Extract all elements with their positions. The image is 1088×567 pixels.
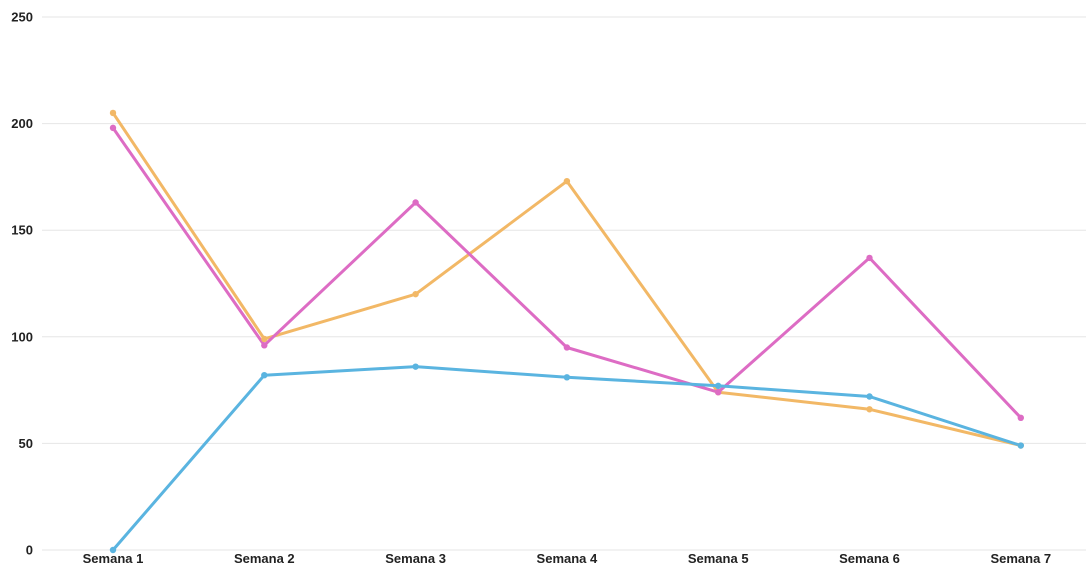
y-axis-tick-labels: 0 50 100 150 200 250 <box>11 10 33 558</box>
data-point <box>261 335 268 343</box>
data-point <box>261 342 268 349</box>
x-axis-tick-labels: Semana 1 Semana 2 Semana 3 Semana 4 Semana 5… <box>83 551 1052 566</box>
data-point <box>1017 414 1024 422</box>
data-point <box>109 546 117 554</box>
grid-lines <box>42 16 1086 551</box>
series-points <box>109 109 1024 554</box>
x-tick-label: Semana 5 <box>688 551 749 566</box>
data-point <box>715 382 722 390</box>
data-point <box>715 389 722 396</box>
y-tick-label: 250 <box>11 10 33 25</box>
data-point <box>866 406 873 413</box>
y-tick-label: 150 <box>11 223 33 238</box>
data-point <box>412 199 419 206</box>
x-tick-label: Semana 2 <box>234 551 295 566</box>
data-point <box>109 109 117 117</box>
x-tick-label: Semana 1 <box>83 551 144 566</box>
data-point <box>563 344 571 351</box>
series-line-1 <box>111 111 1023 447</box>
data-point <box>261 371 268 379</box>
y-tick-label: 100 <box>11 329 33 344</box>
data-point <box>563 374 571 381</box>
data-point <box>109 124 117 132</box>
x-tick-label: Semana 6 <box>839 551 900 566</box>
data-point <box>563 177 571 185</box>
y-tick-label: 50 <box>19 436 33 451</box>
data-point <box>412 363 419 370</box>
data-point <box>1017 442 1024 449</box>
y-tick-label: 0 <box>26 543 33 558</box>
data-point <box>866 393 873 400</box>
x-tick-label: Semana 3 <box>385 551 446 566</box>
x-tick-label: Semana 4 <box>537 551 598 566</box>
y-tick-label: 200 <box>11 116 33 131</box>
data-point <box>412 290 419 298</box>
data-point <box>866 254 873 262</box>
series-line-3 <box>111 365 1023 552</box>
x-tick-label: Semana 7 <box>990 551 1051 566</box>
